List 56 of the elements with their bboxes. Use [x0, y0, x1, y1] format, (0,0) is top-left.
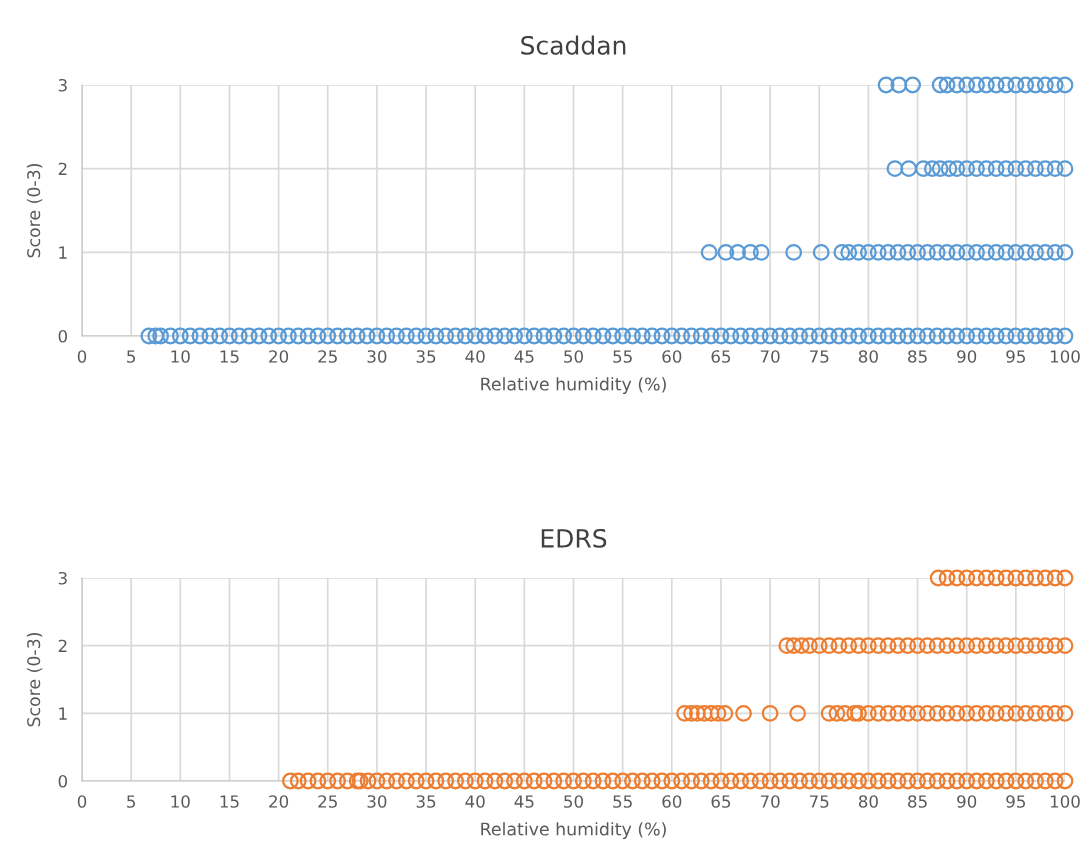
x-tick-label: 45	[514, 350, 534, 363]
x-tick-label: 50	[564, 795, 583, 808]
x-tick-label: 5	[127, 350, 135, 363]
y-tick-label: 3	[58, 78, 67, 92]
x-tick-label: 95	[1006, 350, 1025, 363]
x-tick-label: 35	[416, 350, 436, 363]
x-tick-label: 20	[269, 795, 289, 808]
y-tick-label: 1	[59, 707, 67, 720]
x-axis-title: Relative humidity (%)	[481, 822, 666, 839]
x-tick-label: 40	[465, 795, 485, 808]
x-tick-label: 5	[127, 795, 135, 808]
x-tick-label: 0	[77, 350, 87, 363]
y-tick-label: 0	[58, 329, 67, 343]
x-tick-label: 35	[416, 795, 436, 808]
x-axis-title: Relative humidity (%)	[481, 377, 666, 394]
x-tick-label: 10	[171, 350, 190, 363]
x-tick-label: 95	[1006, 795, 1025, 808]
x-tick-label: 55	[613, 795, 632, 808]
x-tick-label: 15	[220, 350, 239, 363]
x-tick-label: 90	[957, 795, 977, 808]
x-tick-label: 70	[760, 795, 780, 808]
x-tick-label: 20	[269, 350, 289, 363]
x-tick-label: 0	[77, 795, 87, 808]
x-tick-label: 100	[1050, 350, 1080, 363]
x-tick-label: 65	[711, 350, 731, 363]
x-tick-label: 55	[613, 350, 632, 363]
chart-title: EDRS	[541, 528, 607, 548]
y-tick-label: 2	[58, 639, 67, 652]
x-tick-label: 80	[858, 795, 878, 808]
y-tick-label: 0	[58, 774, 67, 788]
x-tick-label: 85	[908, 350, 927, 363]
y-tick-label: 2	[58, 162, 67, 175]
x-tick-label: 75	[810, 795, 829, 808]
x-tick-label: 45	[514, 795, 534, 808]
x-tick-label: 40	[465, 350, 485, 363]
x-tick-label: 65	[711, 795, 731, 808]
x-tick-label: 100	[1050, 795, 1080, 808]
x-tick-label: 60	[662, 795, 682, 808]
y-tick-label: 3	[58, 571, 67, 585]
x-tick-label: 10	[171, 795, 190, 808]
x-tick-label: 85	[908, 795, 927, 808]
y-tick-label: 1	[59, 246, 67, 259]
chart-title: Scaddan	[521, 35, 626, 55]
y-axis-title: Score (0-3)	[26, 632, 43, 727]
x-tick-label: 90	[957, 350, 977, 363]
y-axis-title: Score (0-3)	[26, 163, 43, 258]
x-tick-label: 80	[858, 350, 878, 363]
x-tick-label: 15	[220, 795, 239, 808]
x-tick-label: 25	[318, 350, 337, 363]
x-tick-label: 25	[318, 795, 337, 808]
x-tick-label: 30	[367, 795, 387, 808]
x-tick-label: 70	[760, 350, 780, 363]
x-tick-label: 60	[662, 350, 682, 363]
x-tick-label: 30	[367, 350, 387, 363]
x-tick-label: 75	[810, 350, 829, 363]
x-tick-label: 50	[564, 350, 583, 363]
